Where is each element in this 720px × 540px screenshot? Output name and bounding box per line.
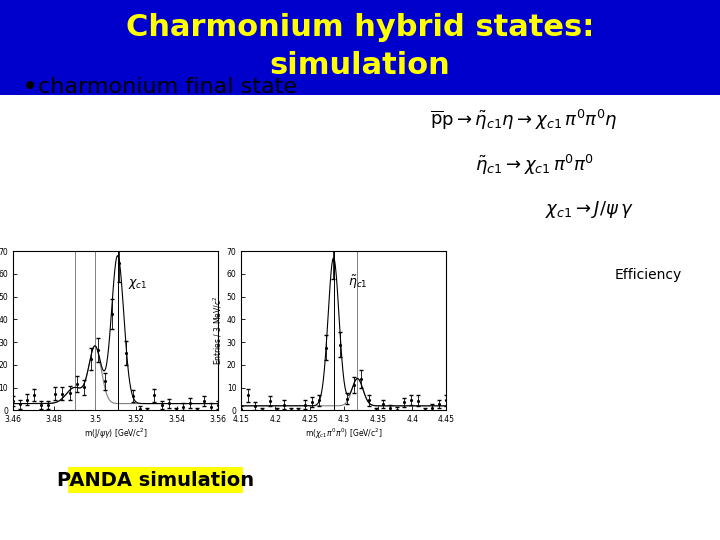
Text: $\chi_{c1}$: $\chi_{c1}$ [128,277,148,291]
Text: •: • [22,73,38,101]
Text: charmonium final state: charmonium final state [38,77,297,97]
X-axis label: m(J/$\psi\gamma$) [GeV/c$^2$]: m(J/$\psi\gamma$) [GeV/c$^2$] [84,427,148,441]
Text: simulation: simulation [269,51,451,80]
Text: PANDA simulation: PANDA simulation [57,470,254,489]
Bar [68,467,243,493]
Bar [0,0,720,94]
X-axis label: m($\chi_{c1}\pi^0\pi^0$) [GeV/c$^2$]: m($\chi_{c1}\pi^0\pi^0$) [GeV/c$^2$] [305,427,383,441]
Text: Charmonium hybrid states:: Charmonium hybrid states: [126,14,594,43]
Text: $\tilde{\eta}_{c1}$: $\tilde{\eta}_{c1}$ [348,274,367,291]
Text: $\tilde{\eta}_{c1} \rightarrow \chi_{c1}\,\pi^0\pi^0$: $\tilde{\eta}_{c1} \rightarrow \chi_{c1}… [475,153,594,177]
Text: $\chi_{c1} \rightarrow J/\psi\,\gamma$: $\chi_{c1} \rightarrow J/\psi\,\gamma$ [545,199,634,220]
Text: Efficiency: Efficiency [615,268,683,282]
Y-axis label: Entries / 3 MeV/c$^2$: Entries / 3 MeV/c$^2$ [212,296,224,366]
Text: $\overline{\mathrm{p}}\mathrm{p} \rightarrow \tilde{\eta}_{c1}\eta \rightarrow \: $\overline{\mathrm{p}}\mathrm{p} \righta… [430,108,618,132]
